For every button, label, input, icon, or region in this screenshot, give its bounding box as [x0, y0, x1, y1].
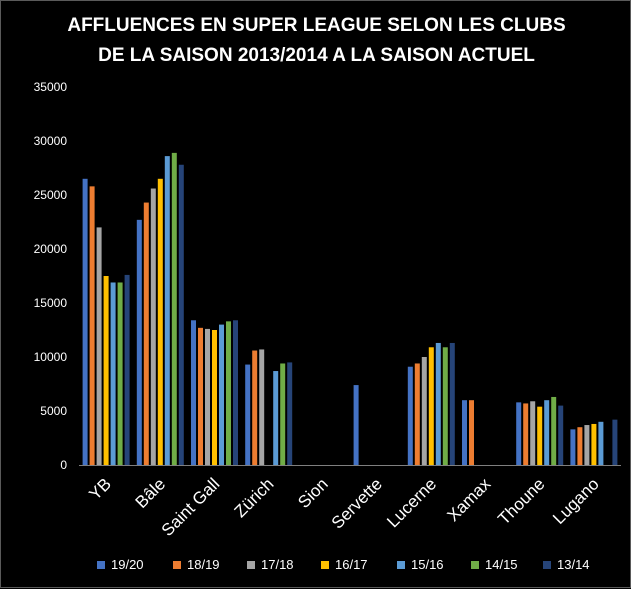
legend-swatch: [173, 560, 181, 569]
bar-14-15-3: [280, 363, 286, 465]
bar-17-18-1: [150, 188, 156, 465]
bar-18-19-1: [143, 202, 149, 465]
bar-14-15-2: [226, 321, 231, 465]
x-tick-label: YB: [85, 474, 114, 503]
bar-14-15-8: [551, 396, 557, 465]
legend-item: 15/16: [397, 557, 444, 572]
bar-13-14-9: [612, 419, 618, 465]
legend-label: 14/15: [485, 557, 518, 572]
bar-14-15-0: [117, 282, 123, 465]
bar-19-20-5: [353, 385, 359, 465]
legend-swatch: [543, 560, 551, 569]
y-tick-label: 30000: [34, 134, 68, 148]
legend-label: 16/17: [335, 557, 368, 572]
y-tick-label: 20000: [34, 242, 68, 256]
bar-15-16-1: [164, 156, 170, 465]
y-tick-label: 15000: [34, 296, 68, 310]
x-tick-label: Saint Gall: [158, 474, 224, 540]
chart-title-line-2: DE LA SAISON 2013/2014 A LA SAISON ACTUE…: [98, 45, 535, 66]
bar-18-19-2: [198, 327, 203, 465]
bar-15-16-3: [273, 371, 279, 465]
bar-18-19-8: [523, 403, 529, 465]
legend-swatch: [321, 560, 329, 569]
bar-19-20-1: [136, 219, 142, 465]
bar-19-20-8: [516, 402, 522, 465]
bar-19-20-7: [462, 400, 467, 465]
legend-item: 14/15: [471, 557, 518, 572]
bar-19-20-2: [191, 320, 196, 465]
legend-swatch: [397, 560, 405, 569]
bar-17-18-2: [205, 328, 210, 465]
x-tick-label: Zürich: [231, 474, 278, 521]
bar-17-18-8: [530, 401, 536, 465]
bar-14-15-1: [171, 152, 177, 465]
y-tick-label: 35000: [34, 80, 68, 94]
legend-swatch: [471, 560, 479, 569]
bar-18-19-6: [414, 363, 420, 465]
bar-13-14-2: [233, 320, 238, 465]
bar-19-20-0: [82, 178, 88, 466]
bar-17-18-0: [96, 227, 102, 465]
y-tick-label: 10000: [34, 350, 68, 364]
chart-legend: 19/20 18/19 17/18 16/17 15/16 14/15 13/14: [1, 557, 631, 579]
x-tick-label: Sion: [294, 474, 331, 511]
bar-19-20-3: [245, 364, 251, 465]
bar-13-14-8: [558, 405, 564, 465]
bar-15-16-6: [435, 342, 441, 465]
y-tick-label: 0: [60, 458, 67, 472]
legend-swatch: [97, 560, 105, 569]
bar-16-17-2: [212, 330, 217, 465]
bar-14-15-6: [442, 347, 448, 465]
bar-15-16-8: [544, 400, 550, 465]
bar-15-16-0: [110, 282, 116, 465]
legend-label: 17/18: [261, 557, 294, 572]
bar-18-19-0: [89, 186, 95, 466]
bar-16-17-8: [537, 406, 543, 465]
bar-16-17-6: [428, 347, 434, 465]
legend-swatch: [247, 560, 255, 569]
bar-15-16-2: [219, 324, 224, 465]
x-tick-label: Servette: [328, 474, 386, 532]
bar-13-14-1: [178, 164, 184, 465]
legend-label: 13/14: [557, 557, 590, 572]
bar-18-19-7: [469, 400, 474, 465]
bar-17-18-9: [584, 425, 590, 465]
bar-17-18-3: [259, 349, 265, 465]
bar-19-20-9: [570, 429, 576, 465]
bar-17-18-6: [421, 357, 427, 465]
bar-16-17-0: [103, 276, 109, 465]
bar-18-19-9: [577, 427, 583, 465]
x-tick-label: Bâle: [132, 474, 169, 511]
bar-16-17-1: [157, 178, 163, 466]
x-tick-label: Lucerne: [383, 474, 440, 531]
legend-label: 19/20: [111, 557, 144, 572]
legend-item: 16/17: [321, 557, 368, 572]
legend-label: 18/19: [187, 557, 220, 572]
legend-item: 17/18: [247, 557, 294, 572]
legend-item: 19/20: [97, 557, 144, 572]
legend-item: 13/14: [543, 557, 590, 572]
y-tick-label: 25000: [34, 188, 68, 202]
bar-15-16-9: [598, 421, 604, 465]
x-tick-label: Xamax: [443, 474, 494, 525]
bar-18-19-3: [252, 350, 258, 465]
legend-label: 15/16: [411, 557, 444, 572]
legend-item: 18/19: [173, 557, 220, 572]
x-tick-label: Thoune: [494, 474, 548, 528]
x-tick-label: Lugano: [549, 474, 603, 528]
bar-16-17-9: [591, 423, 597, 465]
y-tick-label: 5000: [40, 404, 67, 418]
bar-13-14-0: [124, 274, 130, 465]
chart-title-line-1: AFFLUENCES EN SUPER LEAGUE SELON LES CLU…: [67, 15, 566, 36]
bar-13-14-6: [449, 342, 455, 465]
bar-13-14-3: [287, 362, 293, 465]
bar-19-20-6: [407, 366, 413, 465]
